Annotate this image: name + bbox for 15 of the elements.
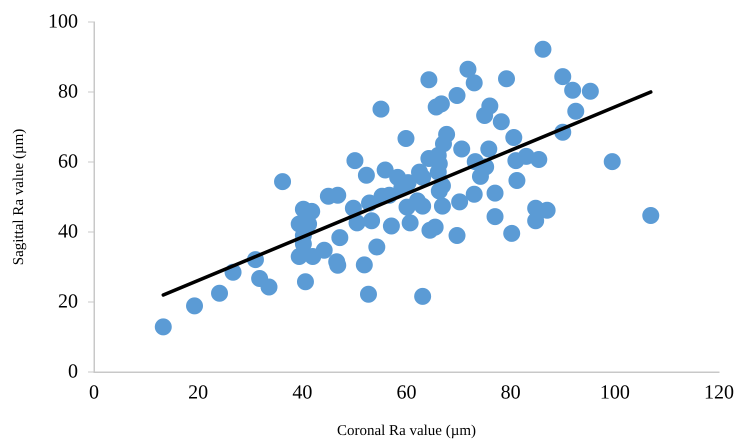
x-tick-label: 60	[396, 381, 416, 404]
y-tick-label: 100	[48, 10, 78, 32]
x-tick-label: 40	[292, 381, 312, 404]
y-tick-label: 0	[68, 360, 78, 382]
y-axis-title: Sagittal Ra value (µm)	[10, 128, 27, 266]
x-tick-label: 0	[89, 381, 99, 404]
y-tick-label: 40	[58, 220, 78, 242]
y-tick-label: 80	[58, 80, 78, 102]
x-tick-label: 120	[704, 381, 734, 404]
x-tick-label: 20	[188, 381, 208, 404]
y-tick-label: 60	[58, 150, 78, 172]
x-axis-title: Coronal Ra value (µm)	[336, 422, 476, 439]
x-tick-label: 100	[600, 381, 630, 404]
y-tick-label: 20	[58, 290, 78, 312]
x-tick-label: 80	[500, 381, 521, 404]
